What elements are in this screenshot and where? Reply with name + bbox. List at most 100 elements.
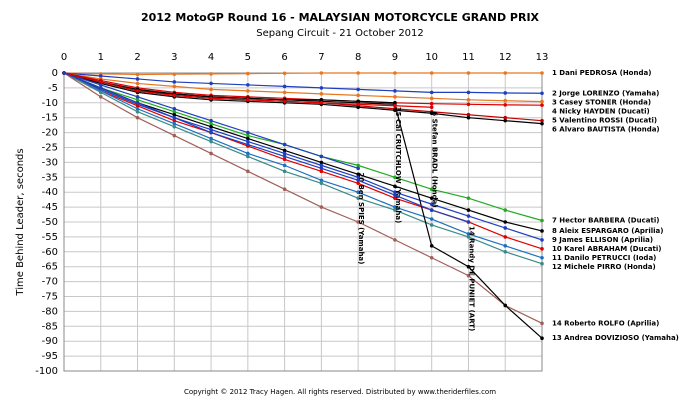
y-tick-label: -35 — [42, 172, 58, 183]
data-point — [429, 90, 434, 95]
x-tick-label: 5 — [245, 52, 251, 63]
data-point — [98, 80, 103, 84]
data-point — [246, 139, 250, 144]
data-point — [429, 244, 434, 248]
data-point — [282, 169, 287, 174]
data-point — [356, 93, 360, 98]
data-point — [356, 99, 360, 104]
data-point — [503, 235, 508, 239]
data-point — [98, 74, 103, 78]
y-tick-label: -60 — [42, 247, 58, 258]
legend-label: 9 James ELLISON (Aprilia) — [552, 236, 653, 244]
chart-subtitle: Sepang Circuit - 21 October 2012 — [256, 28, 424, 39]
x-tick-label: 4 — [208, 52, 214, 63]
data-point — [209, 81, 213, 86]
data-point — [246, 136, 250, 141]
y-tick-label: -30 — [42, 157, 58, 168]
data-point — [172, 118, 177, 123]
data-point — [319, 181, 324, 186]
data-point — [356, 196, 360, 200]
data-point — [172, 109, 177, 114]
data-point — [135, 81, 140, 86]
data-point — [172, 80, 177, 84]
data-point — [540, 255, 544, 260]
series-line — [63, 72, 543, 94]
data-point — [282, 71, 287, 76]
data-point — [246, 133, 250, 138]
data-point — [282, 148, 287, 153]
data-point — [393, 89, 397, 93]
legend-label: 3 Casey STONER (Honda) — [552, 98, 651, 106]
data-point — [429, 255, 434, 260]
data-point — [209, 72, 213, 76]
data-point — [98, 95, 103, 99]
data-point — [246, 83, 250, 87]
data-point — [466, 115, 471, 120]
series-line — [63, 72, 543, 103]
data-point — [503, 118, 508, 123]
data-point — [319, 101, 324, 105]
data-point — [246, 89, 250, 93]
y-tick-label: -65 — [42, 262, 58, 273]
data-point — [466, 102, 471, 107]
data-point — [319, 166, 324, 171]
series-line — [63, 72, 543, 259]
data-point — [209, 136, 213, 141]
retired-label: 35 Cal CRUTCHLOW (Yamaha) — [394, 107, 402, 223]
data-point — [282, 151, 287, 156]
data-point — [540, 229, 544, 233]
retired-label: 6 Stefan BRADL (Honda) — [431, 111, 439, 207]
data-point — [429, 208, 434, 212]
y-axis-label: Time Behind Leader, seconds — [15, 148, 26, 296]
series-line — [63, 72, 542, 76]
data-point — [540, 118, 544, 123]
data-point — [466, 112, 471, 117]
data-point — [503, 244, 508, 248]
data-point — [540, 247, 544, 251]
data-point — [172, 93, 177, 98]
legend-label: 5 Valentino ROSSI (Ducati) — [552, 117, 657, 125]
data-point — [540, 336, 544, 341]
legend-label: 2 Jorge LORENZO (Yamaha) — [552, 89, 659, 97]
data-point — [466, 71, 471, 75]
data-point — [172, 133, 177, 138]
data-point — [62, 71, 66, 75]
data-point — [135, 77, 140, 81]
data-point — [172, 112, 177, 117]
data-point — [135, 98, 140, 102]
y-tick-label: -95 — [42, 351, 58, 362]
x-tick-label: 1 — [98, 52, 104, 63]
retired-label: 14 Randy DE PUNIET (ART) — [467, 226, 475, 331]
data-point — [503, 98, 508, 103]
data-point — [319, 154, 324, 159]
data-point — [282, 157, 287, 162]
x-tick-label: 0 — [61, 52, 67, 63]
data-point — [209, 139, 213, 144]
y-tick-label: -15 — [42, 113, 58, 124]
data-point — [393, 175, 397, 180]
data-point — [135, 109, 140, 114]
data-point — [172, 115, 177, 120]
y-tick-label: -5 — [48, 83, 58, 94]
data-point — [319, 163, 324, 168]
legend-label: 13 Andrea DOVIZIOSO (Yamaha) — [552, 334, 679, 342]
data-point — [135, 101, 140, 105]
data-point — [319, 169, 324, 174]
data-point — [356, 163, 360, 168]
data-point — [540, 103, 544, 107]
legend-label: 6 Alvaro BAUTISTA (Honda) — [552, 126, 660, 134]
data-point — [356, 105, 360, 110]
data-point — [246, 98, 250, 102]
data-point — [319, 86, 324, 90]
series-line — [63, 72, 543, 324]
data-point — [356, 175, 360, 180]
data-point — [209, 121, 213, 126]
data-point — [503, 115, 508, 120]
data-point — [209, 151, 213, 156]
data-point — [540, 218, 544, 223]
legend-label: 8 Aleix ESPARGARO (Aprilia) — [552, 227, 663, 235]
y-tick-label: -80 — [42, 306, 58, 317]
data-point — [209, 96, 213, 101]
data-point — [172, 124, 177, 129]
data-point — [540, 71, 544, 75]
